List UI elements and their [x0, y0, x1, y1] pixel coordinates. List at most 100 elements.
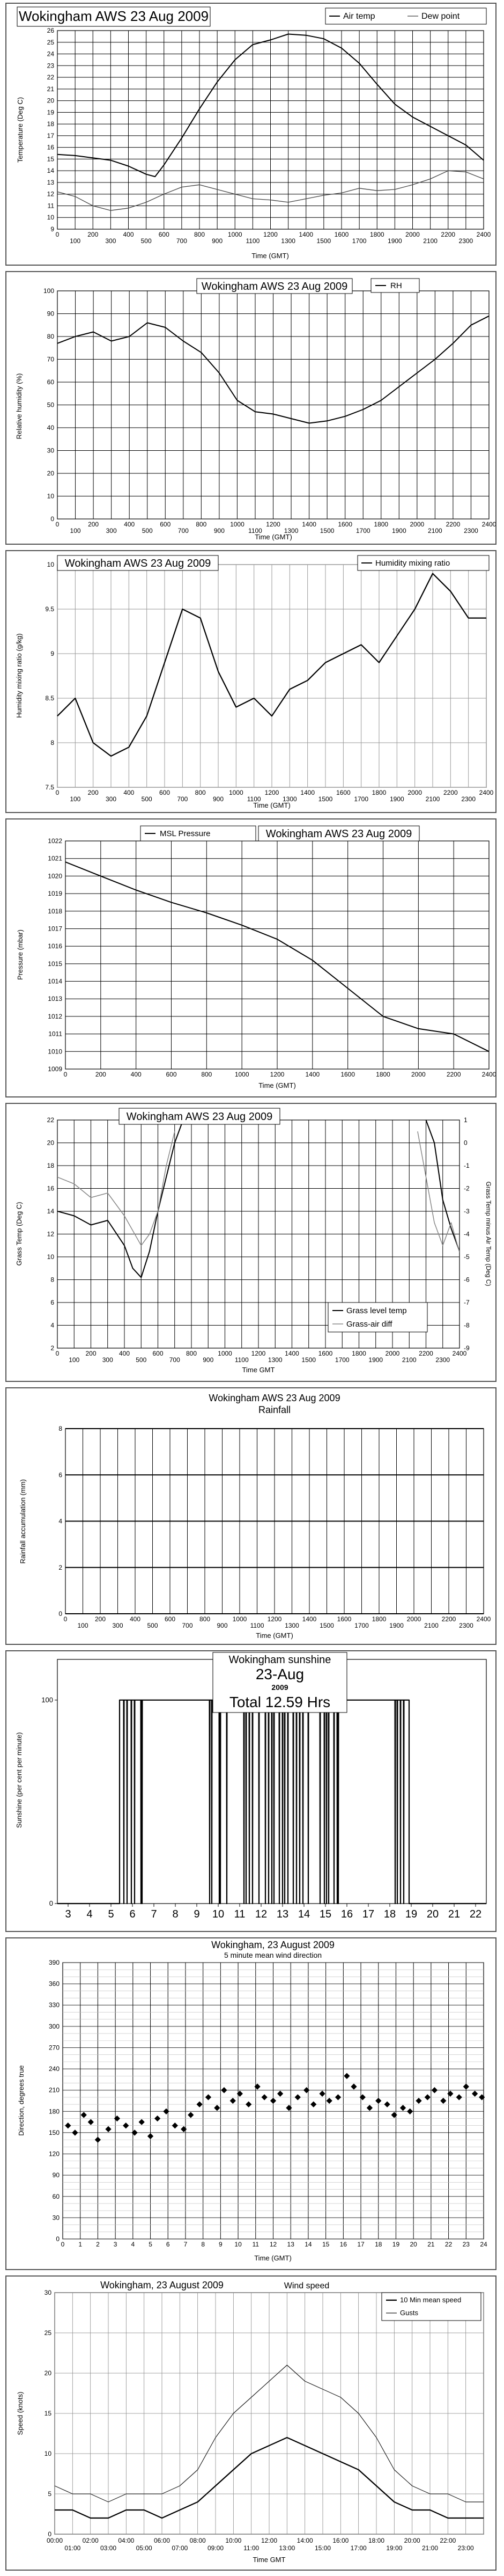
dew-point-line	[57, 170, 484, 211]
y-tick-label: 10	[47, 561, 55, 568]
y-tick-label: 300	[49, 2023, 60, 2030]
y-tick-label: 22	[47, 74, 55, 81]
x-tick-label: 6	[129, 1908, 135, 1920]
x-tick-label: 2000	[405, 231, 420, 238]
y-tick-label: 8	[50, 739, 54, 747]
wind-speed-chart: 0 5 10 15 20 25 30 00:00 02:00 04:00 06:00 08:00 10:…	[16, 2280, 484, 2564]
y-axis-label: Rainfall accumulation (mm)	[19, 1479, 27, 1564]
x-axis-label: Time GMT	[253, 2556, 286, 2564]
x-tick-label: 15	[322, 2241, 330, 2248]
pressure-chart-panel: 1009 1010 1011 1012 1013 1014 1015 1016 1017 1018…	[5, 818, 496, 1097]
rainfall-chart: 0 2 4 6 8 0 100 200 300 400 500 600 700 800 900 1000110…	[19, 1393, 491, 1640]
x-tick-label: 1800	[372, 789, 387, 796]
title-box	[57, 555, 219, 571]
x-tick-label: 21:00	[422, 2544, 438, 2552]
x-tick-label: 15	[320, 1908, 331, 1920]
y-tick-label: 19	[47, 108, 55, 116]
x-tick-label: 1600	[338, 521, 352, 528]
x-tick-label: 22	[470, 1908, 481, 1920]
y-tick-label: 4	[50, 1322, 54, 1329]
y-tick-label: 1019	[48, 890, 62, 897]
y-tick-label: 5	[48, 2490, 51, 2498]
x-tick-label: 1700	[335, 1356, 350, 1364]
pressure-line	[65, 861, 490, 1052]
x-tick-label: 1100	[247, 795, 261, 803]
x-tick-label: 8	[172, 1908, 178, 1920]
rainfall-chart-panel: 0 2 4 6 8 0 100 200 300 400 500 600 700 800 900 1000 110…	[5, 1387, 496, 1645]
chart-year: 2009	[271, 1683, 288, 1692]
x-tick-label: 400	[123, 789, 134, 796]
x-tick-label: 1200	[263, 231, 278, 238]
x-tick-label: 0	[56, 521, 60, 528]
mixing-ratio-chart-panel: 7.5 8 8.5 9 9.5 10 0 100 200 300 400 500 600 700 800 90…	[5, 550, 496, 813]
x-tick-label: 100	[70, 795, 80, 803]
x-tick-label: 2200	[446, 521, 461, 528]
x-tick-label: 22:00	[440, 2537, 456, 2544]
y-tick-label: 12	[47, 1231, 55, 1238]
y2-tick-label: 0	[464, 1139, 468, 1147]
x-tick-label: 1500	[320, 527, 335, 535]
x-tick-label: 1200	[266, 521, 280, 528]
x-tick-label: 1400	[302, 521, 316, 528]
grass-temp-line-morning	[57, 1120, 184, 1278]
x-tick-label: 1200	[270, 1071, 285, 1078]
x-tick-label: 300	[102, 1356, 113, 1364]
x-tick-label: 400	[124, 521, 135, 528]
x-tick-label: 6	[166, 2241, 170, 2248]
direction-point	[471, 2090, 478, 2097]
y-tick-label: 24	[47, 50, 55, 58]
direction-point	[456, 2094, 462, 2101]
y2-tick-label: -4	[464, 1231, 470, 1238]
direction-point	[424, 2094, 431, 2101]
y-tick-label: 40	[47, 424, 55, 431]
humidity-chart: 0102030405060708090100010020030040050060…	[15, 278, 495, 541]
direction-point	[221, 2087, 227, 2094]
y-tick-label: 210	[49, 2087, 60, 2094]
x-tick-label: 1100	[246, 237, 260, 245]
y-tick-label: 30	[47, 447, 55, 455]
y-tick-label: 17	[47, 132, 55, 140]
x-tick-label: 600	[165, 1615, 175, 1623]
direction-point	[359, 2094, 366, 2101]
x-tick-label: 400	[131, 1071, 142, 1078]
x-tick-label: 2200	[441, 231, 455, 238]
x-tick-label: 600	[152, 1350, 163, 1357]
chart-title: Wokingham AWS 23 Aug 2009	[65, 558, 211, 569]
x-tick-label: 1	[78, 2241, 82, 2248]
direction-point	[440, 2097, 447, 2104]
legend-label-rh: RH	[390, 281, 402, 290]
y-tick-label: 20	[45, 2369, 52, 2377]
y-tick-label: 2	[50, 1344, 54, 1352]
x-tick-label: 1500	[318, 795, 333, 803]
x-tick-label: 200	[95, 1615, 106, 1623]
x-tick-label: 17	[362, 1908, 374, 1920]
y-tick-label: 16	[47, 144, 55, 151]
y-tick-label: 23	[47, 62, 55, 69]
direction-point	[366, 2105, 373, 2111]
direction-point	[72, 2129, 78, 2136]
direction-point	[147, 2133, 154, 2140]
y-axis-label: Humidity mixing ratio (g/kg)	[15, 633, 23, 718]
y-tick-label: 1022	[48, 837, 62, 845]
grass-temp-line-evening	[425, 1120, 459, 1252]
x-tick-label: 1800	[374, 521, 388, 528]
x-tick-label: 2200	[447, 1071, 461, 1078]
x-axis-label: Time GMT	[242, 1366, 275, 1374]
x-tick-label: 1200	[268, 1615, 282, 1623]
y-tick-label: 100	[43, 287, 54, 295]
y-tick-label: 9.5	[45, 605, 54, 613]
pressure-chart: 1009 1010 1011 1012 1013 1014 1015 1016 1017 1018…	[16, 825, 495, 1089]
y-tick-label: 26	[47, 27, 55, 34]
wind-direction-chart-panel: 0 30 60 90 120 150 180 210 240 270 300 330 360 390 0 1 2…	[5, 1937, 496, 2270]
legend-label-grass-temp: Grass level temp	[346, 1306, 407, 1315]
chart-total: Total 12.59 Hrs	[229, 1694, 330, 1710]
legend-label-grass-air-diff: Grass-air diff	[346, 1320, 392, 1329]
y-axis-label: Direction, degrees true	[17, 2065, 25, 2136]
x-tick-label: 24	[480, 2241, 487, 2248]
y-tick-label: 25	[45, 2329, 52, 2337]
x-tick-label: 4	[86, 1908, 92, 1920]
x-tick-label: 19	[405, 1908, 417, 1920]
x-tick-label: 200	[95, 1071, 106, 1078]
direction-point	[335, 2094, 342, 2101]
y-tick-label: 180	[49, 2107, 60, 2115]
